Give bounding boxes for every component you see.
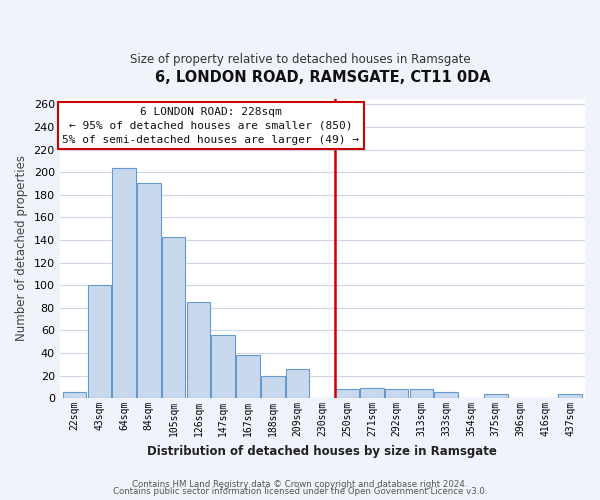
Bar (137, 184, 161, 398)
Bar (236, 355, 260, 398)
Y-axis label: Number of detached properties: Number of detached properties (15, 156, 28, 342)
Bar (211, 335, 235, 398)
Text: Contains HM Land Registry data © Crown copyright and database right 2024.: Contains HM Land Registry data © Crown c… (132, 480, 468, 489)
Text: Contains public sector information licensed under the Open Government Licence v3: Contains public sector information licen… (113, 488, 487, 496)
Bar (112, 168, 136, 398)
Bar (484, 394, 508, 398)
Bar (286, 369, 310, 398)
Bar (559, 394, 582, 398)
Bar (261, 376, 284, 398)
Title: 6, LONDON ROAD, RAMSGATE, CT11 0DA: 6, LONDON ROAD, RAMSGATE, CT11 0DA (155, 70, 490, 85)
Bar (162, 236, 185, 398)
Bar (410, 389, 433, 398)
Bar (63, 392, 86, 398)
Bar (385, 389, 409, 398)
Bar (335, 389, 359, 398)
X-axis label: Distribution of detached houses by size in Ramsgate: Distribution of detached houses by size … (148, 444, 497, 458)
Text: 6 LONDON ROAD: 228sqm
← 95% of detached houses are smaller (850)
5% of semi-deta: 6 LONDON ROAD: 228sqm ← 95% of detached … (62, 106, 359, 144)
Bar (360, 388, 383, 398)
Bar (434, 392, 458, 398)
Bar (88, 285, 111, 398)
Bar (187, 302, 210, 398)
Text: Size of property relative to detached houses in Ramsgate: Size of property relative to detached ho… (130, 52, 470, 66)
